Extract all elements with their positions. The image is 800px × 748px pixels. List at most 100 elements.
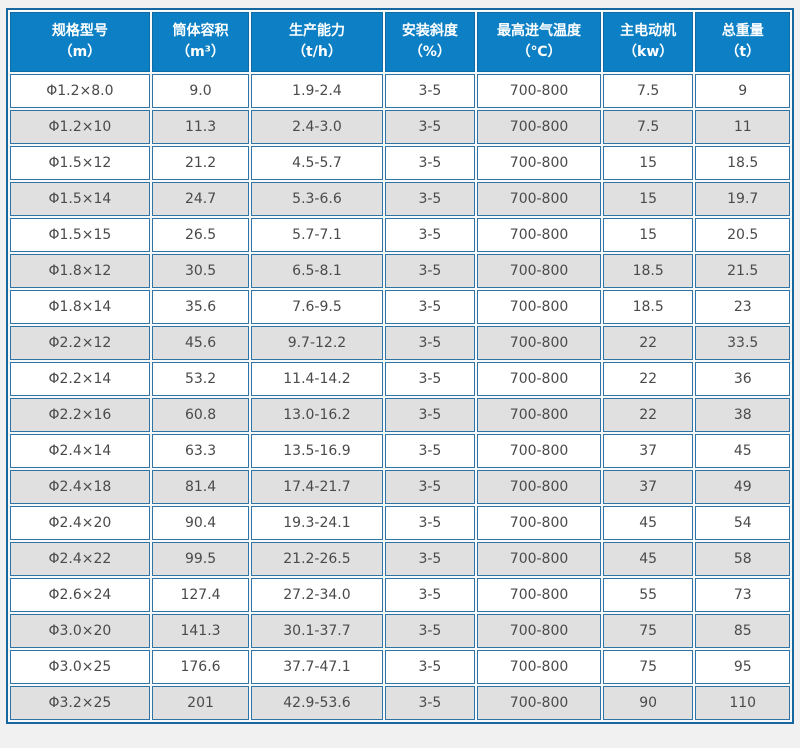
value-cell: 700-800 <box>477 182 601 216</box>
value-cell: 3-5 <box>384 254 476 288</box>
value-cell: 21.5 <box>695 254 790 288</box>
value-cell: 700-800 <box>477 470 601 504</box>
value-cell: 3-5 <box>384 398 476 432</box>
value-cell: 700-800 <box>477 254 601 288</box>
value-cell: 35.6 <box>151 290 250 324</box>
table-row: Φ3.2×25 201 42.9-53.6 3-5 700-800 90 110 <box>10 686 790 720</box>
model-cell: Φ2.4×22 <box>10 542 150 576</box>
value-cell: 11.3 <box>151 110 250 144</box>
value-cell: 3-5 <box>384 686 476 720</box>
value-cell: 7.5 <box>602 110 694 144</box>
value-cell: 700-800 <box>477 434 601 468</box>
value-cell: 95 <box>695 650 790 684</box>
value-cell: 19.7 <box>695 182 790 216</box>
value-cell: 2.4-3.0 <box>251 110 383 144</box>
value-cell: 5.3-6.6 <box>251 182 383 216</box>
table-row: Φ1.5×15 26.5 5.7-7.1 3-5 700-800 15 20.5 <box>10 218 790 252</box>
table-row: Φ1.8×12 30.5 6.5-8.1 3-5 700-800 18.5 21.5 <box>10 254 790 288</box>
value-cell: 3-5 <box>384 182 476 216</box>
value-cell: 55 <box>602 578 694 612</box>
model-cell: Φ2.2×12 <box>10 326 150 360</box>
model-cell: Φ1.5×14 <box>10 182 150 216</box>
column-unit: （m） <box>58 44 102 60</box>
value-cell: 7.6-9.5 <box>251 290 383 324</box>
value-cell: 5.7-7.1 <box>251 218 383 252</box>
value-cell: 3-5 <box>384 650 476 684</box>
value-cell: 23 <box>695 290 790 324</box>
value-cell: 20.5 <box>695 218 790 252</box>
value-cell: 3-5 <box>384 146 476 180</box>
model-cell: Φ2.4×18 <box>10 470 150 504</box>
table-row: Φ1.2×10 11.3 2.4-3.0 3-5 700-800 7.5 11 <box>10 110 790 144</box>
column-header: 总重量 （t） <box>695 12 790 72</box>
value-cell: 58 <box>695 542 790 576</box>
model-cell: Φ1.5×15 <box>10 218 150 252</box>
table-row: Φ2.4×22 99.5 21.2-26.5 3-5 700-800 45 58 <box>10 542 790 576</box>
table-row: Φ2.4×18 81.4 17.4-21.7 3-5 700-800 37 49 <box>10 470 790 504</box>
column-header: 安装斜度 （%） <box>384 12 476 72</box>
table-row: Φ3.0×20 141.3 30.1-37.7 3-5 700-800 75 85 <box>10 614 790 648</box>
value-cell: 37 <box>602 470 694 504</box>
value-cell: 30.1-37.7 <box>251 614 383 648</box>
column-header: 生产能力 （t/h） <box>251 12 383 72</box>
value-cell: 27.2-34.0 <box>251 578 383 612</box>
table-row: Φ2.2×16 60.8 13.0-16.2 3-5 700-800 22 38 <box>10 398 790 432</box>
value-cell: 11 <box>695 110 790 144</box>
model-cell: Φ1.5×12 <box>10 146 150 180</box>
value-cell: 26.5 <box>151 218 250 252</box>
value-cell: 3-5 <box>384 290 476 324</box>
value-cell: 9.7-12.2 <box>251 326 383 360</box>
value-cell: 700-800 <box>477 362 601 396</box>
model-cell: Φ2.4×14 <box>10 434 150 468</box>
value-cell: 38 <box>695 398 790 432</box>
model-cell: Φ1.8×14 <box>10 290 150 324</box>
value-cell: 3-5 <box>384 74 476 108</box>
value-cell: 3-5 <box>384 470 476 504</box>
model-cell: Φ3.2×25 <box>10 686 150 720</box>
model-cell: Φ2.4×20 <box>10 506 150 540</box>
value-cell: 11.4-14.2 <box>251 362 383 396</box>
value-cell: 19.3-24.1 <box>251 506 383 540</box>
value-cell: 49 <box>695 470 790 504</box>
value-cell: 700-800 <box>477 650 601 684</box>
value-cell: 700-800 <box>477 398 601 432</box>
table-row: Φ2.2×14 53.2 11.4-14.2 3-5 700-800 22 36 <box>10 362 790 396</box>
value-cell: 24.7 <box>151 182 250 216</box>
value-cell: 45.6 <box>151 326 250 360</box>
value-cell: 13.0-16.2 <box>251 398 383 432</box>
table-row: Φ2.6×24 127.4 27.2-34.0 3-5 700-800 55 73 <box>10 578 790 612</box>
value-cell: 90 <box>602 686 694 720</box>
value-cell: 21.2-26.5 <box>251 542 383 576</box>
table-body: Φ1.2×8.0 9.0 1.9-2.4 3-5 700-800 7.5 9 Φ1.2×10 1… <box>10 74 790 720</box>
value-cell: 700-800 <box>477 686 601 720</box>
value-cell: 60.8 <box>151 398 250 432</box>
value-cell: 54 <box>695 506 790 540</box>
value-cell: 37 <box>602 434 694 468</box>
value-cell: 1.9-2.4 <box>251 74 383 108</box>
value-cell: 45 <box>695 434 790 468</box>
value-cell: 90.4 <box>151 506 250 540</box>
value-cell: 81.4 <box>151 470 250 504</box>
table-row: Φ2.4×14 63.3 13.5-16.9 3-5 700-800 37 45 <box>10 434 790 468</box>
table-row: Φ1.8×14 35.6 7.6-9.5 3-5 700-800 18.5 23 <box>10 290 790 324</box>
value-cell: 127.4 <box>151 578 250 612</box>
value-cell: 700-800 <box>477 614 601 648</box>
value-cell: 176.6 <box>151 650 250 684</box>
column-unit: （℃） <box>516 44 562 60</box>
column-title: 主电动机 <box>620 23 677 39</box>
column-unit: （t/h） <box>292 44 342 60</box>
column-title: 规格型号 <box>51 23 108 39</box>
value-cell: 3-5 <box>384 218 476 252</box>
table-row: Φ1.2×8.0 9.0 1.9-2.4 3-5 700-800 7.5 9 <box>10 74 790 108</box>
value-cell: 15 <box>602 146 694 180</box>
value-cell: 75 <box>602 650 694 684</box>
value-cell: 22 <box>602 362 694 396</box>
value-cell: 53.2 <box>151 362 250 396</box>
header-row: 规格型号 （m） 筒体容积 （m³） 生产能力 （t/h） 安装斜度 （%） 最高进气温度 （℃）… <box>10 12 790 72</box>
column-title: 安装斜度 <box>401 23 458 39</box>
value-cell: 700-800 <box>477 74 601 108</box>
value-cell: 6.5-8.1 <box>251 254 383 288</box>
value-cell: 3-5 <box>384 110 476 144</box>
value-cell: 75 <box>602 614 694 648</box>
